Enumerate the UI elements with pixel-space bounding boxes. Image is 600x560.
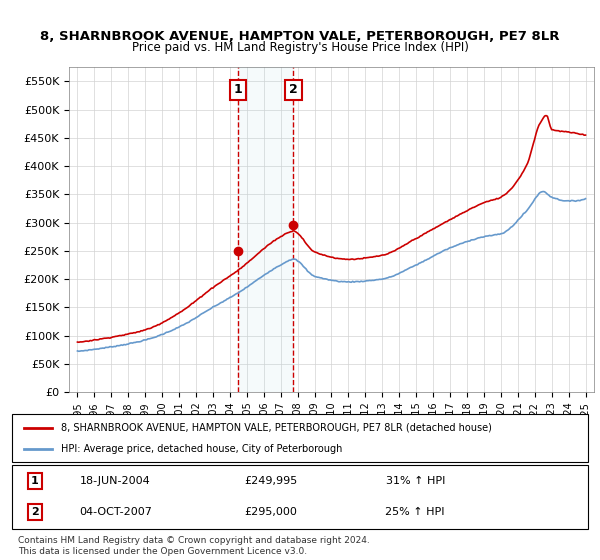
Text: 1: 1 [31, 476, 39, 486]
Text: 8, SHARNBROOK AVENUE, HAMPTON VALE, PETERBOROUGH, PE7 8LR: 8, SHARNBROOK AVENUE, HAMPTON VALE, PETE… [40, 30, 560, 43]
Text: Price paid vs. HM Land Registry's House Price Index (HPI): Price paid vs. HM Land Registry's House … [131, 41, 469, 54]
Text: £249,995: £249,995 [245, 476, 298, 486]
Text: 18-JUN-2004: 18-JUN-2004 [80, 476, 151, 486]
Text: 2: 2 [289, 83, 298, 96]
Text: 31% ↑ HPI: 31% ↑ HPI [386, 476, 445, 486]
FancyBboxPatch shape [12, 414, 588, 462]
Text: Contains HM Land Registry data © Crown copyright and database right 2024.
This d: Contains HM Land Registry data © Crown c… [18, 536, 370, 556]
Text: 25% ↑ HPI: 25% ↑ HPI [385, 507, 445, 517]
Text: £295,000: £295,000 [245, 507, 298, 517]
Text: 2: 2 [31, 507, 39, 517]
Text: 8, SHARNBROOK AVENUE, HAMPTON VALE, PETERBOROUGH, PE7 8LR (detached house): 8, SHARNBROOK AVENUE, HAMPTON VALE, PETE… [61, 423, 492, 433]
Text: 04-OCT-2007: 04-OCT-2007 [79, 507, 152, 517]
Text: HPI: Average price, detached house, City of Peterborough: HPI: Average price, detached house, City… [61, 444, 343, 454]
Bar [238, 67, 293, 392]
FancyBboxPatch shape [12, 465, 588, 529]
Text: 1: 1 [233, 83, 242, 96]
